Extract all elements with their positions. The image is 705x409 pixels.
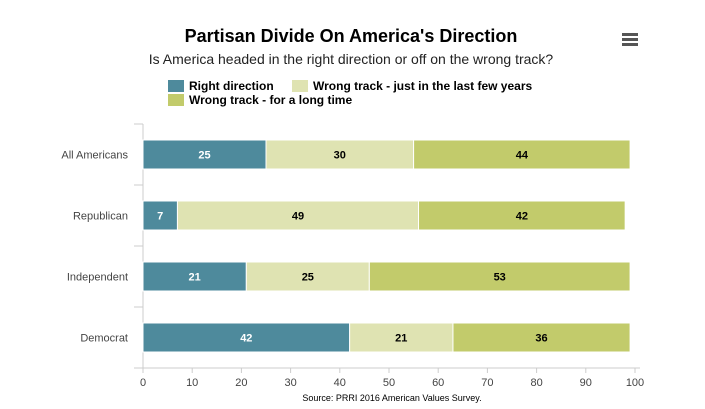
data-label: 42 [240,333,252,345]
legend-item[interactable]: Wrong track - for a long time [168,93,352,107]
data-label: 21 [189,272,201,284]
bar-segment[interactable] [142,261,247,292]
data-label: 7 [157,211,163,223]
data-label: 30 [334,150,346,162]
bar-segment[interactable] [142,200,178,231]
legend-label: Wrong track - for a long time [189,93,352,107]
tick-label: 20 [235,377,247,389]
tick-label: 90 [580,377,592,389]
data-label: 25 [302,272,314,284]
hamburger-menu-icon[interactable] [622,33,638,36]
bar-segment[interactable] [349,322,454,353]
data-label: 49 [292,211,304,223]
tick-label: 10 [186,377,198,389]
data-label: 53 [494,272,506,284]
bar-segment[interactable] [452,322,631,353]
tick-label: 30 [284,377,296,389]
bar-segment[interactable] [245,261,370,292]
bar-segment[interactable] [142,139,267,170]
category-label: Republican [73,211,128,223]
tick-label: 70 [481,377,493,389]
legend-swatch [292,80,308,92]
legend-label: Wrong track - just in the last few years [313,79,532,93]
data-label: 42 [516,211,528,223]
tick-label: 80 [530,377,542,389]
bar-segment[interactable] [142,322,351,353]
source-note: Source: PRRI 2016 American Values Survey… [302,393,481,403]
legend-item[interactable]: Right direction [168,79,274,93]
bar-segment[interactable] [418,200,626,231]
chart-subtitle: Is America headed in the right direction… [149,51,554,67]
legend-swatch [168,94,184,106]
legend-label: Right direction [189,79,274,93]
tick-label: 0 [140,377,146,389]
legend-swatch [168,80,184,92]
plot-area: All Americans 25 30 44 Republican 7 49 42 Indepe… [61,123,644,389]
bar-segment[interactable] [368,261,631,292]
bar-segment[interactable] [176,200,420,231]
category-label: Democrat [80,333,128,345]
bar-segment[interactable] [413,139,631,170]
tick-label: 60 [432,377,444,389]
data-label: 36 [535,333,547,345]
chart-title: Partisan Divide On America's Direction [185,26,518,46]
data-label: 25 [198,150,210,162]
tick-label: 50 [383,377,395,389]
legend: Right direction Wrong track - just in the… [168,79,532,107]
category-label: Independent [67,272,128,284]
data-label: 44 [516,150,529,162]
tick-label: 40 [334,377,346,389]
legend-item[interactable]: Wrong track - just in the last few years [292,79,532,93]
data-label: 21 [395,333,407,345]
menu-button[interactable] [618,30,642,52]
category-label: All Americans [61,150,128,162]
tick-label: 100 [626,377,644,389]
